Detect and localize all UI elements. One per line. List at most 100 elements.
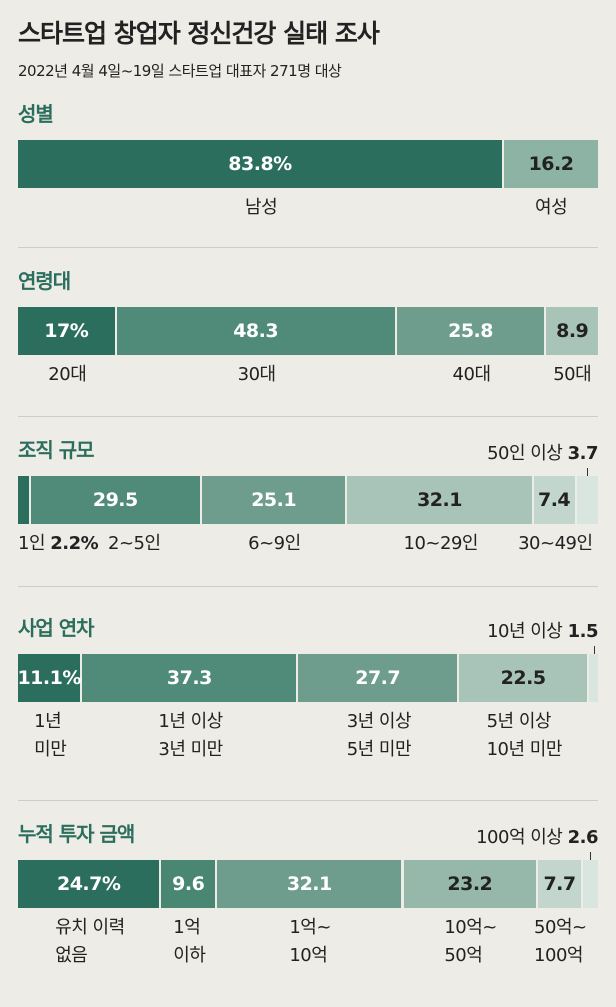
page-subtitle: 2022년 4월 4일~19일 스타트업 대표자 271명 대상 bbox=[18, 62, 342, 80]
value-label: 23.2 bbox=[447, 873, 493, 895]
bar-segment: 7.7 bbox=[538, 860, 581, 908]
section-title: 누적 투자 금액 bbox=[18, 822, 135, 846]
leader-line bbox=[590, 852, 592, 860]
bar-segment: 9.6 bbox=[161, 860, 216, 908]
bar-segment: 23.2 bbox=[403, 860, 537, 908]
outside-label: 10년 이상 1.5 bbox=[487, 618, 598, 646]
bar-segment: 11.1% bbox=[17, 654, 81, 702]
value-label: 7.7 bbox=[543, 873, 576, 895]
category-text: 1억~ 10억 bbox=[289, 917, 331, 966]
bar-segment: 48.3 bbox=[116, 307, 395, 355]
value-label: 2.6 bbox=[567, 827, 599, 848]
category-label: 유치 이력 없음 bbox=[55, 914, 125, 970]
category-label: 20대 bbox=[48, 361, 86, 389]
category-label: 1년 미만 bbox=[34, 708, 67, 764]
value-label: 1.5 bbox=[567, 621, 599, 642]
category-text: 여성 bbox=[535, 197, 568, 218]
category-text: 1억 이하 bbox=[173, 917, 206, 966]
category-label: 50대 bbox=[553, 361, 591, 389]
separator bbox=[18, 416, 598, 417]
bar-segment: 7.4 bbox=[533, 476, 575, 524]
section-title: 사업 연차 bbox=[18, 616, 95, 640]
outside-label: 100억 이상 2.6 bbox=[476, 824, 598, 852]
section-title: 연령대 bbox=[18, 269, 71, 293]
category-text: 30대 bbox=[237, 364, 276, 385]
value-label: 32.1 bbox=[417, 489, 462, 511]
value-label: 17% bbox=[44, 320, 89, 342]
bar-segment: 32.1 bbox=[347, 476, 532, 524]
category-text: 20대 bbox=[48, 364, 87, 385]
bar-segment bbox=[589, 654, 598, 702]
category-text: 1인 bbox=[18, 533, 46, 554]
bar-segment: 32.1 bbox=[217, 860, 402, 908]
category-label: 여성 bbox=[535, 194, 568, 222]
separator bbox=[18, 247, 598, 248]
category-text: 1년 미만 bbox=[34, 711, 67, 760]
bar-segment: 37.3 bbox=[82, 654, 297, 702]
category-text: 30~49인 bbox=[518, 533, 593, 554]
value-label: 29.5 bbox=[92, 489, 138, 511]
bar-segment: 29.5 bbox=[30, 476, 200, 524]
value-label: 2.2% bbox=[50, 533, 99, 554]
category-label: 1년 이상 3년 미만 bbox=[158, 708, 223, 764]
category-label: 5년 이상 10년 미만 bbox=[486, 708, 563, 764]
section-title: 성별 bbox=[18, 102, 54, 126]
category-text: 6~9인 bbox=[248, 533, 301, 554]
value-label: 37.3 bbox=[166, 667, 212, 689]
leader-line bbox=[587, 468, 589, 476]
category-text: 50억~ 100억 bbox=[534, 917, 587, 966]
separator bbox=[18, 586, 598, 587]
value-label: 16.2 bbox=[528, 153, 574, 175]
category-label: 6~9인 bbox=[248, 530, 301, 558]
category-label: 10억~ 50억 bbox=[444, 914, 497, 970]
category-label: 100억 이상 bbox=[476, 827, 563, 848]
leader-line bbox=[593, 646, 595, 654]
value-label: 24.7% bbox=[56, 873, 121, 895]
value-label: 32.1 bbox=[286, 873, 332, 895]
value-label: 48.3 bbox=[233, 320, 279, 342]
bar-segment: 25.8 bbox=[396, 307, 545, 355]
bar-segment bbox=[576, 476, 598, 524]
category-label: 50억~ 100억 bbox=[534, 914, 587, 970]
category-label: 40대 bbox=[453, 361, 491, 389]
category-label: 남성 bbox=[245, 194, 278, 222]
bar-segment: 83.8% bbox=[18, 140, 503, 188]
value-label: 27.7 bbox=[355, 667, 401, 689]
category-label: 10년 이상 bbox=[487, 621, 563, 642]
category-text: 2~5인 bbox=[108, 533, 161, 554]
category-text: 유치 이력 없음 bbox=[55, 917, 125, 966]
bar-segment: 27.7 bbox=[298, 654, 457, 702]
bar-segment: 24.7% bbox=[18, 860, 160, 908]
category-label: 10~29인 bbox=[403, 530, 479, 558]
category-text: 1년 이상 3년 미만 bbox=[158, 711, 223, 760]
category-text: 10~29인 bbox=[403, 533, 479, 554]
bar-segment: 17% bbox=[18, 307, 115, 355]
category-text: 40대 bbox=[452, 364, 491, 385]
category-label: 1억 이하 bbox=[173, 914, 206, 970]
value-label: 11.1% bbox=[17, 667, 81, 689]
page-title: 스타트업 창업자 정신건강 실태 조사 bbox=[18, 19, 380, 48]
value-label: 25.1 bbox=[251, 489, 297, 511]
category-label: 2~5인 bbox=[108, 530, 161, 558]
outside-label: 50인 이상 3.7 bbox=[487, 440, 598, 468]
category-text: 3년 이상 5년 미만 bbox=[346, 711, 412, 760]
value-label: 8.9 bbox=[556, 320, 589, 342]
category-label: 3년 이상 5년 미만 bbox=[346, 708, 412, 764]
category-label: 1인 2.2% bbox=[18, 530, 99, 558]
value-label: 22.5 bbox=[500, 667, 546, 689]
category-label: 30~49인 bbox=[518, 530, 593, 558]
value-label: 25.8 bbox=[448, 320, 493, 342]
bar-segment: 16.2 bbox=[504, 140, 598, 188]
category-label: 30대 bbox=[238, 361, 276, 389]
category-label: 1억~ 10억 bbox=[289, 914, 331, 970]
category-text: 5년 이상 10년 미만 bbox=[486, 711, 563, 760]
bar-segment: 22.5 bbox=[458, 654, 588, 702]
category-text: 50대 bbox=[553, 364, 592, 385]
category-text: 남성 bbox=[245, 197, 278, 218]
category-label: 50인 이상 bbox=[487, 443, 563, 464]
value-label: 7.4 bbox=[537, 489, 571, 511]
separator bbox=[18, 800, 598, 801]
bar-segment: 25.1 bbox=[201, 476, 346, 524]
value-label: 3.7 bbox=[567, 443, 599, 464]
